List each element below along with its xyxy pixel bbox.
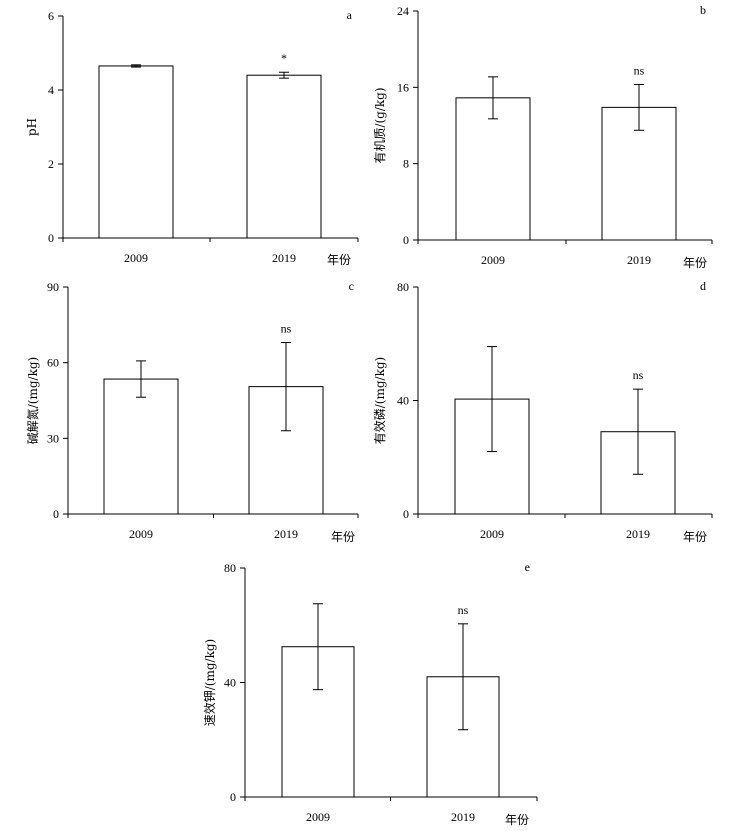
- panel-d-ytick-label: 0: [403, 507, 409, 521]
- panel-e-significance-label: ns: [458, 603, 469, 617]
- panel-a-category-label: 2009: [124, 251, 148, 265]
- panel-e-ytick-label: 40: [224, 676, 236, 690]
- panel-b-ytick-label: 0: [403, 233, 409, 247]
- panel-c-ytick-label: 0: [53, 507, 59, 521]
- panel-c-ytick-label: 90: [47, 280, 59, 294]
- panel-e-letter: e: [525, 560, 530, 574]
- panel-b-category-label: 2009: [481, 253, 505, 267]
- panel-c-xlabel: 年份: [331, 530, 355, 544]
- panel-a-ytick-label: 2: [48, 157, 54, 171]
- panel-e-ylabel: 速效钾/(mg/kg): [202, 639, 217, 726]
- panel-c-ytick-label: 60: [47, 356, 59, 370]
- panel-b-bar: [455, 97, 531, 241]
- panel-e-category-label: 2009: [306, 810, 330, 824]
- panel-a-category-label: 2019: [272, 251, 296, 265]
- panel-b-significance-label: ns: [634, 63, 645, 77]
- panel-c-letter: c: [349, 279, 354, 293]
- panel-a-significance-label: *: [281, 51, 287, 65]
- panel-d-category-label: 2009: [480, 527, 504, 541]
- panel-d-ytick-label: 80: [397, 280, 409, 294]
- panel-a-xlabel: 年份: [327, 253, 351, 267]
- panel-e-ytick-label: 0: [230, 790, 236, 804]
- panel-d-significance-label: ns: [633, 368, 644, 382]
- panel-c-category-label: 2009: [129, 527, 153, 541]
- panel-b-xlabel: 年份: [683, 256, 707, 270]
- panel-a-bar: [246, 74, 322, 239]
- panel-a-letter: a: [347, 8, 353, 22]
- panel-c-ylabel: 碱解氮/(mg/kg): [25, 357, 40, 444]
- panel-e-xlabel: 年份: [505, 813, 529, 827]
- panel-c-bar: [103, 378, 179, 515]
- panel-d-letter: d: [700, 279, 706, 293]
- panel-d-ytick-label: 40: [397, 394, 409, 408]
- panel-b-category-label: 2019: [627, 253, 651, 267]
- panel-d-xlabel: 年份: [683, 530, 707, 544]
- panel-a-bar: [98, 65, 174, 239]
- panel-c-significance-label: ns: [281, 321, 292, 335]
- panel-e-ytick-label: 80: [224, 561, 236, 575]
- panel-b-ytick-label: 24: [397, 4, 409, 18]
- panel-a-ylabel: pH: [25, 118, 39, 136]
- panel-d-ylabel: 有效磷/(mg/kg): [372, 357, 387, 444]
- panel-c-ytick-label: 30: [47, 431, 59, 445]
- panel-b-ytick-label: 16: [397, 80, 409, 94]
- panel-a-ytick-label: 4: [48, 83, 54, 97]
- panel-b-ylabel: 有机质/(g/kg): [373, 87, 387, 163]
- panel-c-category-label: 2019: [274, 527, 298, 541]
- panel-a-ytick-label: 6: [48, 9, 54, 23]
- panel-b-ytick-label: 8: [403, 157, 409, 171]
- panel-a-ytick-label: 0: [48, 231, 54, 245]
- panel-d-category-label: 2019: [626, 527, 650, 541]
- panel-b-letter: b: [700, 3, 706, 17]
- panel-e-category-label: 2019: [451, 810, 475, 824]
